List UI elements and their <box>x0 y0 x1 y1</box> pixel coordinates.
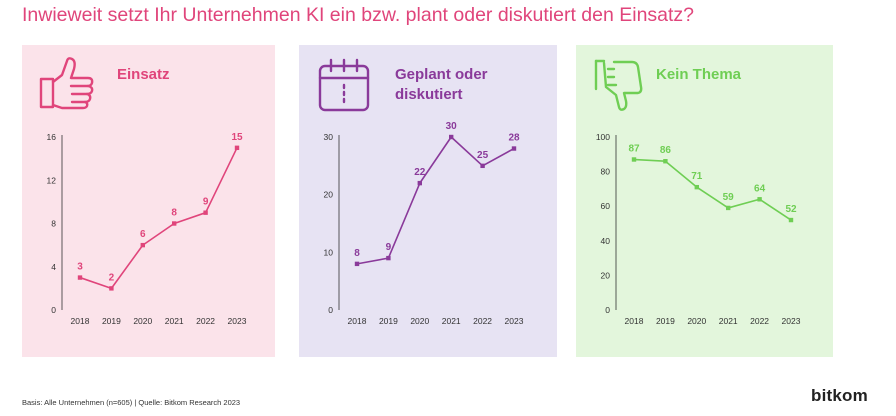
series-line <box>79 147 238 290</box>
x-tick-label: 2021 <box>165 316 184 326</box>
y-tick-label: 100 <box>596 132 610 142</box>
x-tick-label: 2022 <box>196 316 215 326</box>
bitkom-logo: bitkom <box>811 386 868 405</box>
x-tick-label: 2020 <box>687 316 706 326</box>
page-title: Inwieweit setzt Ihr Unternehmen KI ein b… <box>22 4 695 26</box>
y-tick-label: 20 <box>324 190 334 200</box>
data-point <box>109 286 114 291</box>
data-point <box>417 180 422 186</box>
data-label: 15 <box>231 132 243 143</box>
y-tick-label: 60 <box>601 201 611 211</box>
data-label: 9 <box>203 197 209 208</box>
y-tick-label: 12 <box>47 175 57 185</box>
data-point <box>172 221 177 226</box>
x-tick-label: 2020 <box>410 316 429 326</box>
data-point <box>511 146 517 151</box>
x-tick-label: 2019 <box>379 316 398 326</box>
panel-einsatz: Einsatz 0 4 8 12 16 2018 2019 2020 2021 2022 2023 3… <box>22 45 275 357</box>
panel-kein-thema: Kein Thema 0 20 40 60 80 100 2018 2019 2020 2021 2… <box>576 45 833 357</box>
data-point <box>77 275 83 280</box>
y-tick-label: 0 <box>328 305 333 315</box>
footer-source: Basis: Alle Unternehmen (n=605) | Quelle… <box>22 398 241 407</box>
calendar-icon <box>318 58 370 112</box>
panel-title: Einsatz <box>117 65 170 85</box>
panel-title: Geplant oder diskutiert <box>395 65 488 105</box>
y-tick-label: 20 <box>601 270 611 280</box>
line-chart: 0 10 20 30 2018 2019 2020 2021 2022 2023 8 9 22 30 25 2… <box>324 121 524 326</box>
data-label: 25 <box>477 150 489 161</box>
data-label: 6 <box>140 229 146 240</box>
thumbs-down-icon <box>594 59 643 111</box>
data-point <box>234 145 240 151</box>
y-tick-label: 80 <box>601 167 611 177</box>
data-label: 64 <box>754 183 766 194</box>
thumbs-up-icon <box>39 57 94 110</box>
data-point <box>480 163 485 169</box>
y-tick-label: 16 <box>47 132 57 142</box>
x-tick-label: 2018 <box>71 316 90 326</box>
data-point <box>386 255 391 261</box>
data-label: 87 <box>628 143 640 154</box>
data-label: 2 <box>109 272 115 283</box>
data-point <box>757 197 762 202</box>
x-tick-label: 2021 <box>442 316 461 326</box>
y-tick-label: 0 <box>51 305 56 315</box>
data-label: 71 <box>691 171 703 182</box>
x-tick-label: 2022 <box>750 316 769 326</box>
data-label: 28 <box>508 133 520 144</box>
y-tick-label: 4 <box>51 262 56 272</box>
data-point <box>694 184 699 190</box>
x-tick-label: 2018 <box>348 316 367 326</box>
panel-title-line: Kein Thema <box>656 66 742 83</box>
x-tick-label: 2021 <box>719 316 738 326</box>
data-label: 86 <box>660 145 672 156</box>
data-point <box>140 242 145 248</box>
data-point <box>788 217 794 223</box>
x-tick-label: 2023 <box>782 316 801 326</box>
x-tick-label: 2023 <box>505 316 524 326</box>
x-tick-label: 2023 <box>228 316 247 326</box>
panel-title-line: Geplant oder <box>395 66 488 83</box>
data-label: 22 <box>414 167 426 178</box>
x-tick-label: 2020 <box>133 316 152 326</box>
data-label: 52 <box>785 204 797 215</box>
data-point <box>203 210 208 215</box>
data-point <box>663 159 668 164</box>
x-tick-label: 2018 <box>625 316 644 326</box>
y-tick-label: 30 <box>324 132 334 142</box>
panel-geplant: Geplant oder diskutiert 0 10 20 30 2018 2019 2… <box>299 45 557 357</box>
x-tick-label: 2022 <box>473 316 492 326</box>
line-chart: 0 4 8 12 16 2018 2019 2020 2021 2022 2023 3 2 6 8 9 15 <box>47 132 247 326</box>
series-line <box>356 136 515 265</box>
series-line <box>633 158 792 221</box>
data-point <box>449 134 454 140</box>
y-tick-label: 40 <box>601 236 611 246</box>
data-label: 30 <box>446 121 458 132</box>
data-point <box>631 157 637 162</box>
panel-title-line: Einsatz <box>117 66 170 83</box>
data-label: 3 <box>77 262 83 273</box>
panel-title-line: diskutiert <box>395 86 463 103</box>
line-chart: 0 20 40 60 80 100 2018 2019 2020 2021 2022 2023 87 86… <box>596 132 801 326</box>
data-point <box>726 205 731 211</box>
y-tick-label: 8 <box>51 219 56 229</box>
y-tick-label: 10 <box>324 247 334 257</box>
data-point <box>354 261 360 267</box>
data-label: 8 <box>171 208 177 219</box>
x-tick-label: 2019 <box>102 316 121 326</box>
x-tick-label: 2019 <box>656 316 675 326</box>
data-label: 59 <box>723 192 735 203</box>
panel-title: Kein Thema <box>656 65 741 85</box>
data-label: 8 <box>354 248 360 259</box>
y-tick-label: 0 <box>605 305 610 315</box>
data-label: 9 <box>386 242 392 253</box>
